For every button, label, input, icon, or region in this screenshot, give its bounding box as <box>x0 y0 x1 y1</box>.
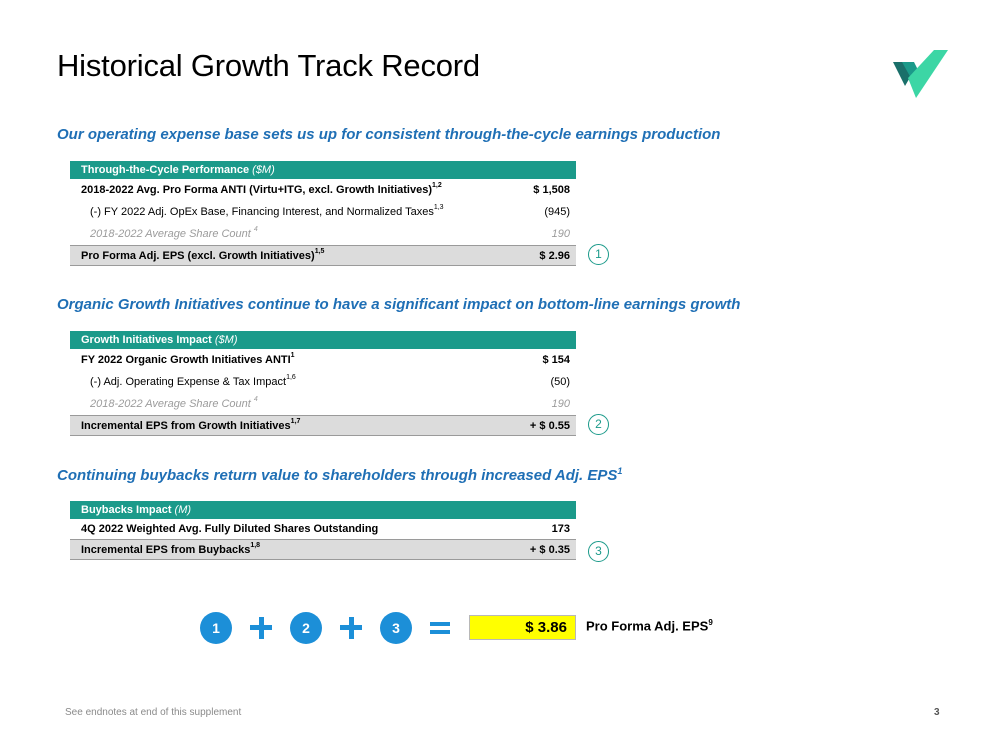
section3-subhead: Continuing buybacks return value to shar… <box>57 466 623 484</box>
step-marker-1: 1 <box>588 244 609 265</box>
equals-icon <box>430 612 450 644</box>
plus-icon <box>338 612 364 644</box>
table-total-row: Incremental EPS from Buybacks1,8 + $ 0.3… <box>70 539 576 560</box>
table-total-row: Pro Forma Adj. EPS (excl. Growth Initiat… <box>70 245 576 266</box>
buybacks-table: Buybacks Impact (M) 4Q 2022 Weighted Avg… <box>70 501 576 560</box>
table-header: Buybacks Impact (M) <box>70 501 576 519</box>
result-value: $ 3.86 <box>469 615 576 640</box>
equation-step-1: 1 <box>200 612 232 644</box>
plus-icon <box>248 612 274 644</box>
equation-step-2: 2 <box>290 612 322 644</box>
step-marker-3: 3 <box>588 541 609 562</box>
table-row: 4Q 2022 Weighted Avg. Fully Diluted Shar… <box>81 523 570 535</box>
result-label: Pro Forma Adj. EPS9 <box>586 618 713 634</box>
footer-note: See endnotes at end of this supplement <box>65 707 242 718</box>
section2-subhead: Organic Growth Initiatives continue to h… <box>57 296 741 313</box>
table-row: FY 2022 Organic Growth Initiatives ANTI1… <box>81 352 570 366</box>
table-header: Growth Initiatives Impact ($M) <box>70 331 576 349</box>
table-row: 2018-2022 Avg. Pro Forma ANTI (Virtu+ITG… <box>81 182 570 196</box>
step-marker-2: 2 <box>588 414 609 435</box>
equation-step-3: 3 <box>380 612 412 644</box>
table-row: 2018-2022 Average Share Count 4 190 <box>90 396 570 410</box>
growth-initiatives-table: Growth Initiatives Impact ($M) FY 2022 O… <box>70 331 576 436</box>
table-row: 2018-2022 Average Share Count 4 190 <box>90 226 570 240</box>
table-row: (-) FY 2022 Adj. OpEx Base, Financing In… <box>90 204 570 218</box>
table-row: (-) Adj. Operating Expense & Tax Impact1… <box>90 374 570 388</box>
page-number: 3 <box>934 707 940 718</box>
section1-subhead: Our operating expense base sets us up fo… <box>57 126 721 143</box>
virtu-logo-icon <box>893 50 948 98</box>
table-total-row: Incremental EPS from Growth Initiatives1… <box>70 415 576 436</box>
through-cycle-table: Through-the-Cycle Performance ($M) 2018-… <box>70 161 576 266</box>
table-header: Through-the-Cycle Performance ($M) <box>70 161 576 179</box>
page-title: Historical Growth Track Record <box>57 48 480 83</box>
